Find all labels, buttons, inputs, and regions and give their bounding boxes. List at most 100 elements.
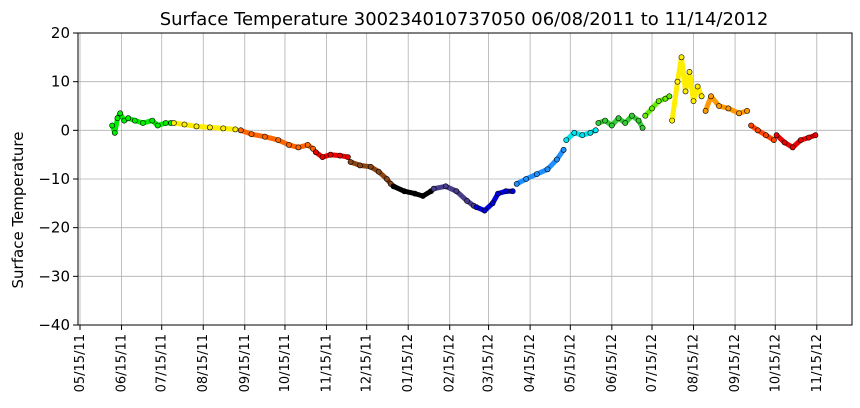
data-point — [149, 117, 156, 124]
data-point — [401, 188, 408, 195]
series-trace — [748, 123, 777, 143]
series-segment — [170, 120, 239, 133]
y-axis-label: Surface Temperature — [9, 132, 27, 289]
x-tick-label: 10/15/11 — [278, 334, 293, 392]
x-tick-label: 08/15/11 — [196, 334, 211, 392]
series-segment — [513, 146, 567, 187]
x-tick-label: 08/15/12 — [687, 334, 702, 392]
data-point — [181, 121, 188, 128]
data-point — [686, 69, 693, 75]
data-point — [193, 123, 200, 130]
data-point — [690, 98, 697, 104]
data-point — [736, 110, 742, 117]
data-point — [489, 200, 496, 207]
data-point — [162, 120, 169, 126]
data-point — [571, 129, 578, 136]
y-tick-label: 0 — [60, 121, 70, 139]
data-point — [109, 122, 116, 129]
series-segment — [702, 93, 750, 117]
data-point — [655, 98, 662, 104]
data-point — [615, 115, 622, 122]
data-point — [131, 117, 138, 124]
chart-title: Surface Temperature 300234010737050 06/0… — [160, 9, 769, 30]
data-point — [716, 103, 722, 109]
x-tick-label: 07/15/12 — [645, 334, 660, 392]
data-point — [669, 117, 675, 124]
data-point — [111, 129, 118, 136]
data-point — [602, 117, 608, 124]
series-trace — [474, 188, 516, 214]
data-point — [642, 112, 649, 119]
x-tick-label: 12/15/11 — [360, 334, 375, 392]
data-point — [639, 125, 646, 131]
data-point — [327, 151, 334, 158]
data-point — [649, 105, 655, 112]
x-tick-label: 11/15/11 — [319, 334, 334, 392]
data-point — [629, 112, 635, 119]
data-point — [608, 122, 615, 129]
data-point — [503, 188, 509, 195]
data-point — [771, 137, 777, 143]
data-point — [357, 162, 363, 169]
series-segment — [473, 188, 516, 214]
series-segment — [563, 127, 599, 143]
x-tick-label: 06/15/11 — [115, 334, 130, 392]
series-segment — [312, 149, 351, 160]
data-point — [383, 176, 390, 182]
data-point — [592, 127, 599, 134]
data-point — [336, 152, 343, 159]
data-point — [312, 149, 319, 156]
data-point — [635, 117, 642, 124]
data-point — [744, 108, 750, 114]
data-point — [781, 139, 788, 146]
x-tick-label: 04/15/12 — [523, 334, 538, 392]
data-point — [275, 137, 282, 143]
data-point — [682, 88, 689, 95]
data-point — [544, 166, 551, 173]
x-tick-label: 11/15/12 — [810, 334, 825, 392]
data-point — [812, 132, 819, 139]
data-point — [304, 141, 311, 148]
data-point — [533, 171, 540, 177]
data-point — [170, 120, 177, 126]
data-point — [473, 204, 480, 211]
data-point — [773, 132, 780, 139]
data-point — [344, 154, 351, 160]
series-segment — [773, 132, 819, 151]
x-tick-label: 06/15/12 — [605, 334, 620, 392]
data-point — [430, 185, 437, 192]
data-point — [411, 190, 418, 197]
data-point — [117, 110, 124, 117]
y-tick-label: −30 — [38, 267, 70, 285]
data-point — [554, 156, 560, 163]
data-point — [797, 137, 804, 143]
data-point — [666, 93, 673, 100]
data-point — [114, 115, 121, 122]
data-point — [702, 108, 709, 114]
x-tick-label: 05/15/11 — [73, 334, 88, 392]
data-point — [286, 141, 292, 148]
data-point — [560, 146, 567, 153]
x-tick-label: 07/15/11 — [155, 334, 170, 392]
data-point — [206, 124, 213, 131]
data-point — [140, 120, 146, 126]
data-point — [261, 133, 268, 140]
series-segment — [347, 159, 394, 187]
data-point — [419, 193, 426, 199]
series-segment — [390, 183, 434, 199]
data-point — [748, 122, 754, 129]
data-point — [347, 159, 354, 165]
data-point — [367, 163, 374, 170]
data-point — [453, 188, 460, 195]
series-segment — [669, 54, 705, 124]
y-tick-label: −10 — [38, 170, 70, 188]
data-point — [587, 129, 594, 136]
y-tick-label: 10 — [51, 73, 70, 91]
data-point — [295, 144, 302, 151]
x-tick-label: 03/15/12 — [482, 334, 497, 392]
series-segment — [642, 93, 673, 119]
x-tick-label: 09/15/12 — [728, 334, 743, 392]
data-point — [789, 144, 796, 151]
x-axis-ticks: 05/15/11 06/15/11 07/15/11 08/15/11 09/15/11… — [73, 325, 825, 392]
